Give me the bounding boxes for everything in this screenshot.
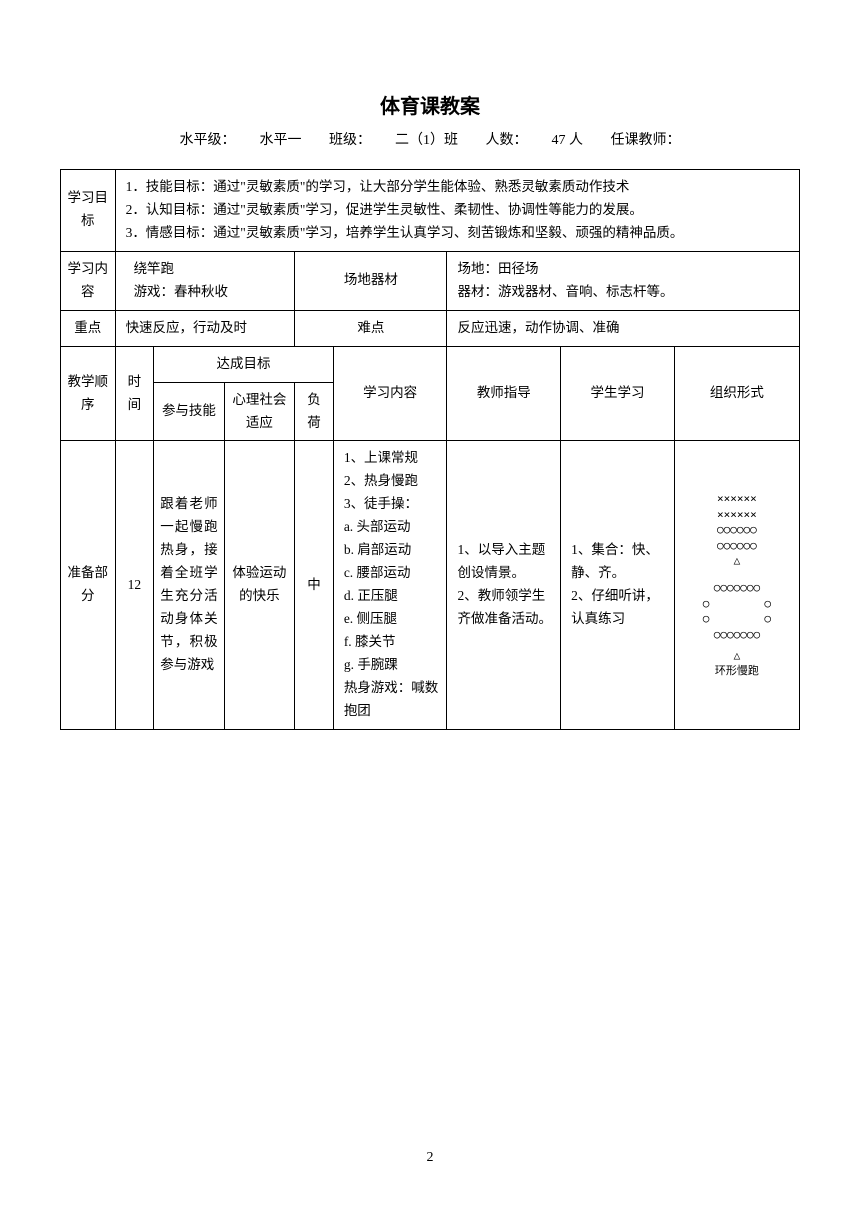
prep-org: ×××××× ×××××× ○○○○○○ ○○○○○○ △ ○○○○○○○ ○ … (674, 441, 799, 729)
prep-load: 中 (295, 441, 334, 729)
keypoint-value: 快速反应，行动及时 (115, 310, 295, 346)
org-line: ×××××× (681, 507, 793, 522)
class-label: 班级： (329, 133, 371, 148)
count-label: 人数： (486, 133, 528, 148)
prep-psych: 体验运动的快乐 (224, 441, 294, 729)
page-title: 体育课教案 (60, 90, 800, 119)
learn-content-value: 绕竿跑 游戏：春种秋收 (115, 251, 295, 310)
level-label: 水平级： (180, 133, 236, 148)
lesson-plan-table: 学习目标 1．技能目标：通过"灵敏素质"的学习，让大部分学生能体验、熟悉灵敏素质… (60, 169, 800, 730)
org-line: ○ ○ (681, 611, 793, 626)
goals-content: 1．技能目标：通过"灵敏素质"的学习，让大部分学生能体验、熟悉灵敏素质动作技术 … (115, 170, 799, 252)
prep-skill: 跟着老师一起慢跑热身，接着全班学生充分活动身体关节，积极参与游戏 (154, 441, 224, 729)
prep-teacher: 1、以导入主题创设情景。 2、教师领学生齐做准备活动。 (447, 441, 561, 729)
count-value: 47 人 (552, 133, 584, 148)
col-teacher: 教师指导 (447, 346, 561, 441)
col-load: 负荷 (295, 382, 334, 441)
org-line: ○○○○○○○ (681, 580, 793, 595)
col-skill: 参与技能 (154, 382, 224, 441)
venue-value: 场地：田径场 器材：游戏器材、音响、标志杆等。 (447, 251, 800, 310)
org-line: ○ ○ (681, 596, 793, 611)
col-org: 组织形式 (674, 346, 799, 441)
difficulty-value: 反应迅速，动作协调、准确 (447, 310, 800, 346)
class-value: 二（1）班 (395, 133, 458, 148)
header-info: 水平级： 水平一 班级： 二（1）班 人数： 47 人 任课教师： (60, 129, 800, 149)
difficulty-label: 难点 (295, 310, 447, 346)
prep-content: 1、上课常规 2、热身慢跑 3、徒手操： a. 头部运动 b. 肩部运动 c. … (333, 441, 447, 729)
col-goals: 达成目标 (154, 346, 334, 382)
org-line: ○○○○○○ (681, 538, 793, 553)
level-value: 水平一 (260, 133, 302, 148)
learn-content-label: 学习内容 (61, 251, 116, 310)
org-line: ○○○○○○○ (681, 627, 793, 642)
col-learn-content: 学习内容 (333, 346, 447, 441)
page-number: 2 (0, 1150, 860, 1166)
col-student: 学生学习 (561, 346, 675, 441)
prep-label: 准备部分 (61, 441, 116, 729)
org-line: ○○○○○○ (681, 522, 793, 537)
teacher-label: 任课教师： (611, 133, 681, 148)
col-psych: 心理社会适应 (224, 382, 294, 441)
goals-label: 学习目标 (61, 170, 116, 252)
col-time: 时间 (115, 346, 154, 441)
org-triangle-icon: △ (681, 553, 793, 568)
org-label: 环形慢跑 (681, 663, 793, 678)
prep-student: 1、集合：快、静、齐。 2、仔细听讲，认真练习 (561, 441, 675, 729)
col-sequence: 教学顺序 (61, 346, 116, 441)
venue-label: 场地器材 (295, 251, 447, 310)
prep-time: 12 (115, 441, 154, 729)
org-line: ×××××× (681, 491, 793, 506)
keypoint-label: 重点 (61, 310, 116, 346)
org-triangle-icon: △ (681, 648, 793, 663)
org-diagram: ×××××× ×××××× ○○○○○○ ○○○○○○ △ ○○○○○○○ ○ … (681, 491, 793, 678)
